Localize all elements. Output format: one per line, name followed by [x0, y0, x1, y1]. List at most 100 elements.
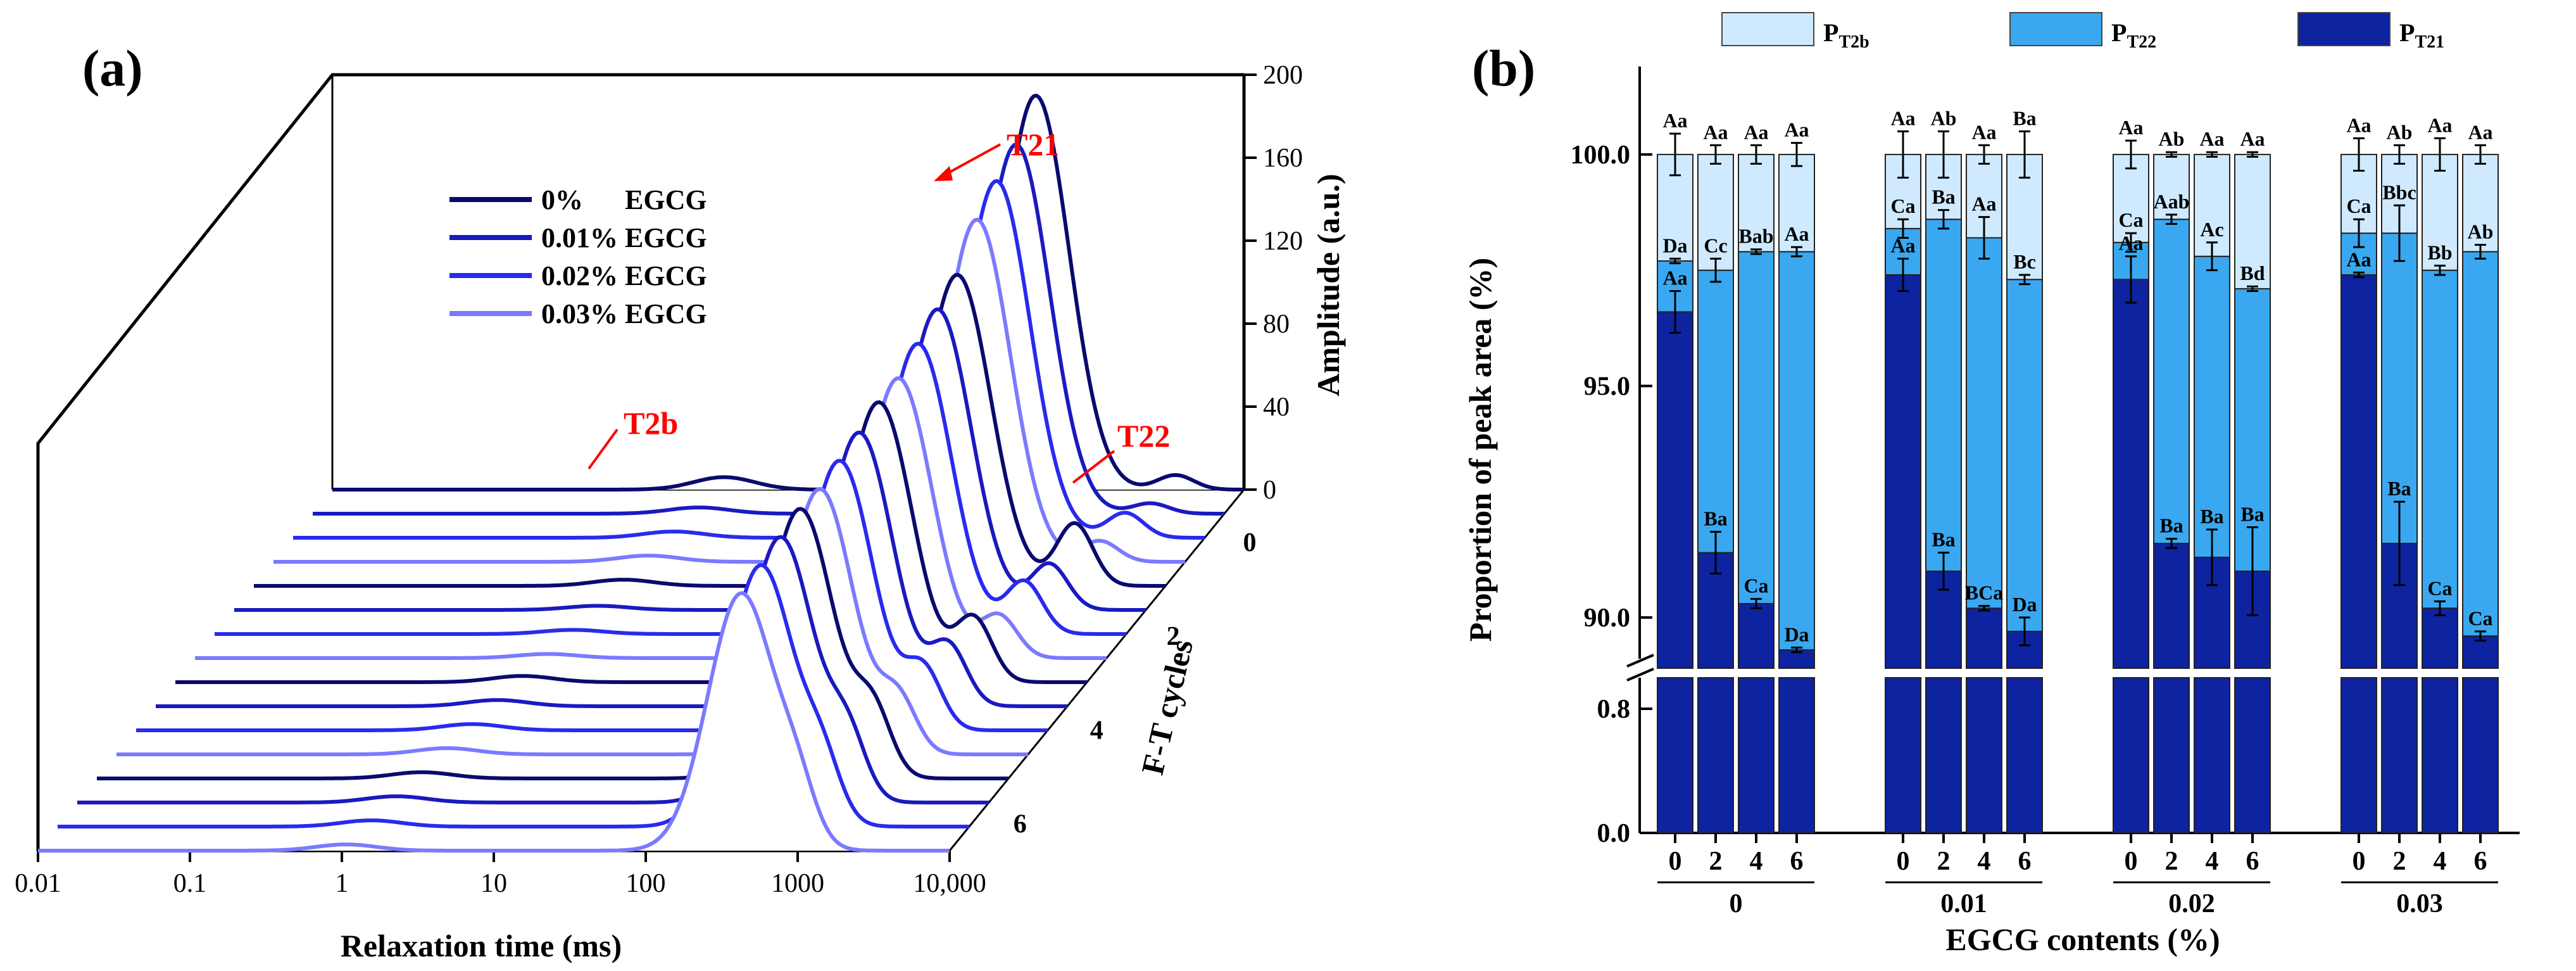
sig-label-pt2b: Aa [1890, 106, 1915, 129]
sig-label-pt21: Aa [1662, 267, 1687, 289]
cycle-tick-label: 0 [1243, 528, 1257, 557]
legend-label-pt21: PT21 [2399, 18, 2444, 52]
peak-label-t22: T22 [1117, 418, 1170, 454]
bar-pt2b [2234, 153, 2271, 289]
panel-b-legend: PT2b PT22 PT21 [1721, 12, 2444, 52]
sig-label-pt2b: Ab [2387, 120, 2413, 143]
cycle-tick-label: 0 [2353, 847, 2366, 876]
cycle-tick-label: 6 [2246, 847, 2259, 876]
peak-label-t21: T21 [1007, 127, 1059, 162]
amplitude-ticks: 0 40 80 120 160 200 [1244, 61, 1303, 505]
legend-label-3: 0.03% EGCG [541, 298, 707, 329]
cycle-tick-label: 2 [1709, 847, 1723, 876]
bar-pt21 [2422, 607, 2458, 669]
relaxation-tick-label: 10,000 [913, 869, 986, 898]
group-label: 0 [1730, 889, 1743, 918]
cycle-tick-label: 0 [1897, 847, 1910, 876]
sig-label-pt22: Da [1662, 234, 1687, 257]
curve-cycle6-egcg-0.02pct [58, 563, 969, 828]
cycle-tick-label: 2 [2165, 847, 2178, 876]
bar-pt22 [2234, 288, 2271, 572]
proportion-tick-label: 0.8 [1597, 695, 1631, 724]
curves [38, 93, 1244, 853]
bar-pt22 [2153, 219, 2190, 544]
relaxation-tick-label: 0.1 [173, 869, 207, 898]
sig-label-pt22: Bd [2240, 262, 2265, 284]
sig-label-pt22: Bab [1738, 225, 1773, 248]
panel-b: (b) 90.0 95.0 100.0 0.0 0.8 Aa Da Aa Aa Cc Ba Aa Ba… [1462, 12, 2520, 957]
stacked-bars: AaDaAaAaCcBaAaBabCaAaAaDaAaCaAaAbBaBaAaA… [1657, 106, 2499, 834]
legend-label-pt22: PT22 [2111, 18, 2156, 52]
bar-pt21 [2153, 542, 2190, 669]
bar-pt22 [2006, 279, 2043, 632]
sig-label-pt21: Ba [2387, 477, 2411, 500]
cycle-tick-label: 2 [2393, 847, 2406, 876]
peak-arrow-t2b [587, 428, 619, 470]
cycle-tick-label: 6 [1790, 847, 1804, 876]
cycle-tick-label: 4 [2434, 847, 2447, 876]
panel-a-label: (a) [82, 39, 143, 97]
bar-pt21-lower [1657, 677, 1693, 834]
amplitude-tick-label: 160 [1263, 144, 1303, 173]
sig-label-pt21: Ba [2159, 514, 2183, 537]
sig-label-pt2b: Ab [1931, 106, 1957, 129]
cycle-tick-label: 6 [2018, 847, 2032, 876]
sig-label-pt2b: Aa [1784, 118, 1809, 141]
bar-pt22 [1778, 251, 1815, 651]
sig-label-pt22: Ca [2118, 208, 2143, 231]
legend-label-1: 0.01% EGCG [541, 222, 707, 253]
cycle-tick-label: 0 [2125, 847, 2138, 876]
group-label: 0.03 [2396, 889, 2443, 918]
sig-label-pt2b: Aa [2240, 127, 2265, 150]
legend-swatch-pt2b [1721, 12, 1814, 46]
cycle-tick-label: 4 [2206, 847, 2219, 876]
cycles-axis-label: F-T cycles [1134, 636, 1200, 778]
relaxation-tick-label: 1 [336, 869, 349, 898]
sig-label-pt21: Ba [1932, 528, 1955, 551]
bar-pt21-lower [2194, 677, 2230, 834]
bar-pt21-lower [2462, 677, 2499, 834]
cycle-ticks: 0 2 4 6 [1014, 528, 1257, 839]
sig-label-pt22: Ca [1890, 194, 1915, 217]
axis-break-mark-2 [1626, 668, 1654, 682]
curve-cycle2-egcg-0pct [254, 272, 1165, 588]
sig-label-pt22: Bc [2013, 250, 2036, 273]
sig-label-pt2b: Aa [2427, 113, 2452, 136]
amplitude-tick-label: 0 [1263, 476, 1276, 505]
curve-cycle4-egcg-0.02pct [136, 459, 1048, 732]
sig-label-pt21: Ba [1704, 507, 1727, 530]
relaxation-tick-label: 100 [626, 869, 666, 898]
peak-label-t2b: T2b [624, 405, 678, 441]
bar-pt21 [2340, 274, 2377, 669]
sig-label-pt22: Aa [1784, 222, 1809, 245]
curve-cycle4-egcg-0.03pct [116, 486, 1028, 756]
proportion-tick-label: 90.0 [1584, 604, 1631, 633]
bar-pt21-lower [2153, 677, 2190, 834]
proportion-tick-label: 95.0 [1584, 372, 1631, 401]
sig-label-pt21: Aa [2346, 248, 2371, 270]
curve-cycle6-egcg-0.01pct [77, 535, 989, 804]
curve-cycle4-egcg-0.01pct [156, 430, 1067, 708]
bar-pt21-lower [2234, 677, 2271, 834]
bar-pt22 [2422, 269, 2458, 609]
panel-a-legend: 0% EGCG 0.01% EGCG 0.02% EGCG 0.03% EGCG [449, 184, 707, 329]
cycle-tick-label: 4 [1090, 716, 1103, 745]
relaxation-axis-label: Relaxation time (ms) [341, 928, 622, 963]
legend-label-2: 0.02% EGCG [541, 260, 707, 291]
sig-label-pt21: Aa [1890, 234, 1915, 257]
bar-pt22 [1966, 237, 2002, 609]
bar-pt21-lower [1738, 677, 1775, 834]
amplitude-tick-label: 80 [1263, 310, 1290, 339]
cycles-axis [948, 489, 1245, 851]
legend-swatch-pt21 [2297, 12, 2391, 46]
curve-cycle6-egcg-0pct [97, 507, 1008, 780]
amplitude-tick-label: 120 [1263, 227, 1303, 256]
bar-pt2b [2422, 153, 2458, 271]
proportion-ticks: 90.0 95.0 100.0 0.0 0.8 [1571, 141, 1652, 848]
relaxation-tick-label: 1000 [771, 869, 824, 898]
curve-cycle0-egcg-0pct [332, 93, 1244, 492]
sig-label-pt2b: Aa [1744, 120, 1768, 143]
sig-label-pt22: Bbc [2382, 181, 2416, 203]
